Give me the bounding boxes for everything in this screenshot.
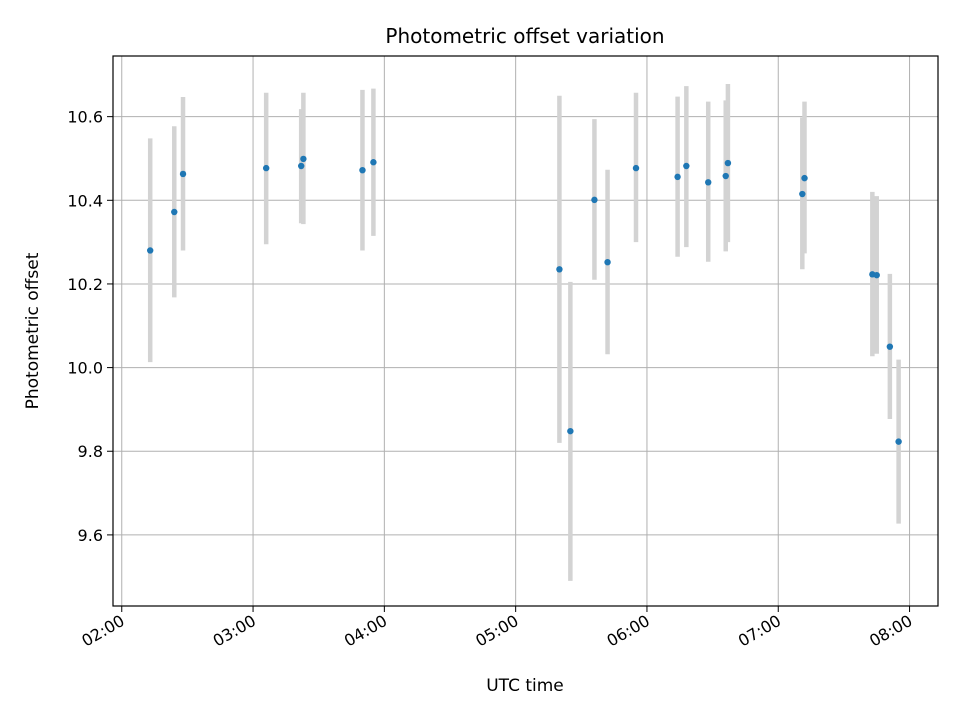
data-point (262, 164, 270, 172)
data-point (799, 190, 806, 198)
data-point (722, 172, 729, 180)
data-point (556, 266, 563, 273)
data-point (297, 162, 305, 170)
data-point (567, 427, 574, 435)
data-point (801, 174, 808, 182)
y-tick-label: 10.6 (67, 108, 103, 127)
data-point (705, 179, 712, 186)
grid (113, 56, 938, 606)
data-points (147, 155, 902, 445)
data-point (171, 208, 178, 216)
data-point (873, 271, 880, 279)
y-tick-label: 10.0 (67, 359, 103, 378)
y-axis-label: Photometric offset (23, 252, 43, 409)
data-point (147, 247, 154, 254)
chart-title: Photometric offset variation (385, 24, 664, 48)
data-point (179, 170, 187, 178)
data-point (895, 438, 902, 445)
data-point (683, 162, 690, 170)
data-point (591, 196, 598, 204)
y-tick-label: 10.2 (67, 275, 103, 294)
data-point (632, 164, 640, 172)
y-axis: 9.6 9.8 10.0 10.2 10.4 10.6 (67, 108, 113, 545)
y-tick-label: 9.6 (78, 526, 103, 545)
y-tick-label: 9.8 (78, 442, 103, 461)
plot-frame (112, 55, 939, 607)
data-point (604, 258, 611, 266)
data-point (724, 159, 732, 167)
data-point (674, 173, 681, 181)
y-tick-label: 10.4 (67, 191, 103, 210)
data-point (300, 155, 307, 163)
data-point (359, 166, 366, 174)
data-point (886, 343, 894, 350)
x-axis-label: UTC time (486, 676, 564, 696)
data-point (370, 159, 377, 166)
